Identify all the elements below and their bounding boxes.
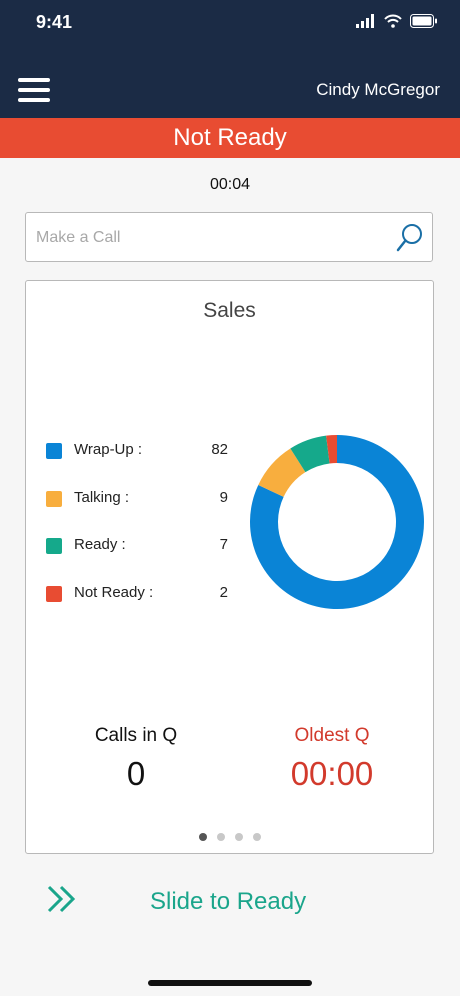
state-timer: 00:04 [209, 176, 251, 193]
status-icons [356, 14, 438, 28]
legend-item-talking: Talking : 9 [46, 489, 236, 537]
legend-swatch [46, 538, 62, 554]
donut-slice-not-ready [326, 435, 337, 464]
status-time: 9:41 [36, 12, 73, 32]
legend-item-wrap-up: Wrap-Up : 82 [46, 441, 236, 489]
donut-slice-talking [258, 448, 306, 497]
double-chevron-right-icon [47, 885, 76, 913]
legend-item-ready: Ready : 7 [46, 536, 236, 584]
oldest-in-queue: Oldest Q 00:00 [262, 725, 402, 793]
make-call-input[interactable] [34, 223, 378, 253]
search-icon [396, 224, 422, 252]
legend-value: 2 [219, 583, 228, 601]
user-name: Cindy McGregor [316, 80, 440, 99]
legend-label: Ready : [74, 536, 126, 553]
calls-in-queue-value: 0 [126, 755, 146, 792]
legend-value: 82 [211, 441, 228, 458]
legend-item-not-ready: Not Ready : 2 [46, 584, 236, 632]
calls-in-queue-label: Calls in Q [94, 725, 178, 746]
state-legend: Wrap-Up : 82 Talking : 9 Ready : 7 Not R… [46, 441, 236, 631]
legend-label: Wrap-Up : [74, 441, 143, 458]
hamburger-menu-icon [18, 78, 50, 102]
oldest-queue-value: 00:00 [290, 755, 374, 792]
legend-swatch [46, 585, 62, 602]
queue-title: Sales [203, 299, 256, 322]
agent-state-label: Not Ready [173, 124, 287, 151]
page-dot-2[interactable] [216, 833, 225, 841]
legend-swatch [46, 443, 62, 459]
queue-stats-card: Sales Wrap-Up : 82 Talking : 9 Ready : 7… [25, 280, 434, 854]
calls-in-queue: Calls in Q 0 [66, 725, 206, 793]
agent-state-donut-chart [250, 435, 424, 609]
donut-slice-wrap-up [250, 435, 424, 609]
status-bar: 9:41 [0, 0, 460, 48]
make-call-search [25, 212, 433, 262]
slide-to-ready-label: Slide to Ready [150, 888, 307, 915]
wifi-icon [384, 14, 402, 28]
legend-swatch [46, 490, 62, 507]
agent-state-banner: Not Ready [0, 118, 460, 158]
app-bar: Cindy McGregor [0, 48, 460, 118]
battery-icon [410, 14, 437, 28]
page-indicator [26, 833, 433, 841]
donut-slice-ready [290, 435, 330, 473]
slide-to-ready[interactable]: Slide to Ready [40, 878, 420, 926]
oldest-queue-label: Oldest Q [294, 725, 370, 746]
page-dot-1[interactable] [198, 833, 207, 841]
legend-label: Talking : [74, 488, 130, 506]
menu-button[interactable] [18, 78, 50, 102]
signal-icon [356, 14, 374, 28]
legend-value: 7 [219, 536, 228, 553]
page-dot-3[interactable] [234, 833, 243, 841]
search-button[interactable] [396, 223, 424, 253]
legend-label: Not Ready : [74, 583, 154, 601]
home-indicator[interactable] [148, 980, 312, 986]
legend-value: 9 [219, 488, 228, 506]
page-dot-4[interactable] [252, 833, 261, 841]
